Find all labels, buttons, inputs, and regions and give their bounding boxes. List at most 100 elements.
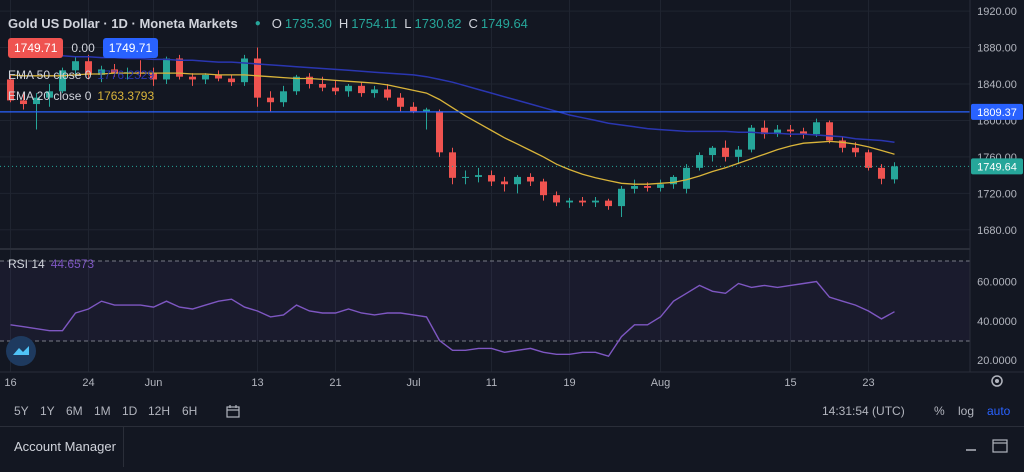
minimize-panel-icon[interactable] (964, 439, 978, 456)
time-axis[interactable]: 16 24 Jun 13 21 Jul 11 19 Aug 15 23 (4, 377, 874, 389)
candle (384, 84, 391, 101)
percent-toggle[interactable]: % (934, 404, 945, 418)
candle-body (787, 129, 794, 132)
open-value: 1735.30 (284, 16, 332, 31)
candle (696, 152, 703, 171)
candle-body (332, 87, 339, 92)
candle-body (605, 200, 612, 207)
time-tick-label: Aug (651, 377, 671, 389)
candle (605, 198, 612, 210)
timeframe-6h[interactable]: 6H (182, 404, 198, 418)
candle-body (319, 84, 326, 88)
open-label: O (271, 16, 282, 31)
candle (163, 56, 170, 84)
auto-toggle[interactable]: auto (987, 404, 1011, 418)
candle (592, 196, 599, 207)
candle-body (358, 85, 365, 94)
candle (839, 136, 846, 153)
timeframe-1d[interactable]: 1D (122, 404, 138, 418)
candle-body (98, 69, 105, 75)
candle-body (644, 186, 651, 188)
time-tick-label: 23 (862, 377, 874, 389)
candle-body (592, 200, 599, 203)
bottom-toolbar: 5Y 1Y 6M 1M 1D 12H 6H 14:31:54 (UTC) % l… (0, 400, 1024, 426)
timeframe-1m[interactable]: 1M (94, 404, 111, 418)
timeframe-6m[interactable]: 6M (66, 404, 83, 418)
timeframe-1y[interactable]: 1Y (40, 404, 55, 418)
sell-button[interactable]: 1749.71 (8, 38, 64, 58)
candle (254, 47, 261, 107)
candle-body (826, 122, 833, 141)
last-price-tag: 1749.64 (971, 158, 1023, 175)
rsi-tick-label: 20.0000 (977, 355, 1017, 367)
time-tick-label: 24 (82, 377, 94, 389)
candle (475, 167, 482, 183)
log-toggle[interactable]: log (958, 404, 975, 418)
ema50-label: EMA 50 close 0 (8, 68, 92, 82)
ema20-legend[interactable]: EMA 20 close 0 1763.3793 (8, 89, 154, 103)
maximize-panel-icon[interactable] (992, 439, 1008, 456)
candle-body (514, 176, 521, 185)
candle-body (540, 181, 547, 196)
horizontal-level-tag: 1809.37 (971, 103, 1023, 120)
utc-clock[interactable]: 14:31:54 (UTC) (822, 404, 905, 418)
candle-body (163, 58, 170, 80)
candle-body (878, 167, 885, 179)
price-tick-label: 1680.00 (977, 225, 1017, 237)
price-axis[interactable]: 1680.001720.001760.001800.001840.001880.… (977, 6, 1017, 237)
candle-body (579, 200, 586, 203)
price-chart[interactable]: 1680.001720.001760.001800.001840.001880.… (0, 0, 1024, 400)
close-label: C (468, 16, 478, 31)
candle (761, 120, 768, 139)
candle-body (20, 100, 27, 105)
candle (709, 145, 716, 162)
ema20-line (10, 72, 895, 185)
candle (553, 191, 560, 207)
spread-value: 0.00 (71, 41, 95, 55)
account-manager-tab[interactable]: Account Manager (0, 427, 124, 467)
buy-button[interactable]: 1749.71 (102, 38, 159, 58)
time-tick-label: 13 (251, 377, 263, 389)
timeframe-5y[interactable]: 5Y (14, 404, 29, 418)
rsi-legend[interactable]: RSI 14 44.6573 (8, 257, 94, 271)
candle (826, 120, 833, 144)
candle-body (800, 131, 807, 135)
ema50-legend[interactable]: EMA 50 close 0 1776.2329 (8, 68, 154, 82)
candle-body (488, 175, 495, 182)
timeframe-12h[interactable]: 12H (148, 404, 171, 418)
candle-body (436, 111, 443, 153)
candle (7, 74, 14, 103)
candle-body (46, 91, 53, 98)
candle (462, 170, 469, 185)
candle (813, 118, 820, 137)
candle-body (397, 97, 404, 107)
candle (618, 186, 625, 218)
candle-body (423, 109, 430, 112)
rsi-value: 44.6573 (50, 257, 95, 271)
candle (306, 73, 313, 89)
date-range-icon[interactable] (226, 404, 240, 421)
symbol-title[interactable]: Gold US Dollar · 1D · Moneta Markets (8, 16, 238, 31)
price-tick-label: 1720.00 (977, 188, 1017, 200)
price-tick-label: 1840.00 (977, 79, 1017, 91)
candle-body (176, 58, 183, 77)
candle (267, 91, 274, 112)
candle-body (267, 97, 274, 103)
price-tick-label: 1880.00 (977, 43, 1017, 55)
time-tick-label: 11 (486, 377, 497, 389)
candle (423, 107, 430, 130)
low-value: 1730.82 (414, 16, 462, 31)
candle-body (215, 74, 222, 79)
candle-body (852, 147, 859, 153)
candle-body (501, 181, 508, 185)
candle-body (670, 176, 677, 185)
candle (20, 93, 27, 110)
settings-gear-icon[interactable] (991, 375, 1003, 387)
candle-body (150, 73, 157, 80)
candle-body (241, 58, 248, 83)
candle (215, 70, 222, 82)
candle (202, 73, 209, 84)
candle (358, 82, 365, 97)
candle (488, 170, 495, 187)
candle (891, 162, 898, 184)
